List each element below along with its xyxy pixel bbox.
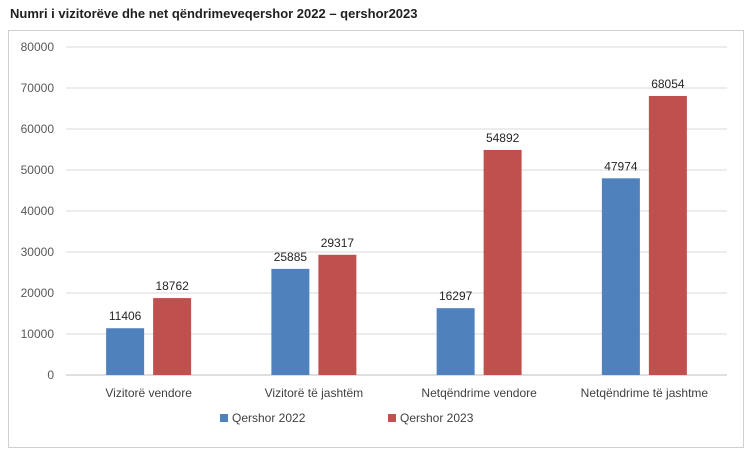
bar-series2 xyxy=(483,149,522,375)
bar-series1 xyxy=(436,308,475,375)
data-label: 11406 xyxy=(109,309,142,323)
data-label: 25885 xyxy=(274,250,308,264)
data-label: 68054 xyxy=(651,77,685,91)
bar-series1 xyxy=(271,268,310,375)
data-label: 29317 xyxy=(321,236,355,250)
bar-series2 xyxy=(153,298,192,375)
y-tick-label: 30000 xyxy=(21,245,55,259)
x-tick-label: Netqëndrime vendore xyxy=(421,386,537,400)
y-tick-label: 70000 xyxy=(21,81,55,95)
x-tick-label: Vizitorë të jashtëm xyxy=(265,386,364,400)
legend-label: Qershor 2022 xyxy=(232,411,306,425)
y-tick-label: 60000 xyxy=(21,122,55,136)
y-tick-label: 20000 xyxy=(21,286,55,300)
legend-swatch xyxy=(220,414,228,422)
data-label: 16297 xyxy=(439,289,473,303)
x-tick-label: Vizitorë vendore xyxy=(105,386,192,400)
data-label: 47974 xyxy=(604,159,638,173)
x-tick-label: Netqëndrime të jashtme xyxy=(581,386,709,400)
y-tick-label: 40000 xyxy=(21,204,55,218)
y-tick-label: 80000 xyxy=(21,40,55,54)
bar-series2 xyxy=(318,254,357,375)
chart-title: Numri i vizitorëve dhe net qëndrimeveqer… xyxy=(10,6,418,21)
bar-series2 xyxy=(648,95,687,375)
legend-swatch xyxy=(388,414,396,422)
legend-label: Qershor 2023 xyxy=(400,411,474,425)
bar-series1 xyxy=(106,328,145,375)
y-tick-label: 0 xyxy=(47,368,54,382)
bar-series1 xyxy=(601,178,640,375)
y-tick-label: 50000 xyxy=(21,163,55,177)
y-tick-label: 10000 xyxy=(21,327,55,341)
data-label: 18762 xyxy=(155,279,189,293)
data-label: 54892 xyxy=(486,131,520,145)
